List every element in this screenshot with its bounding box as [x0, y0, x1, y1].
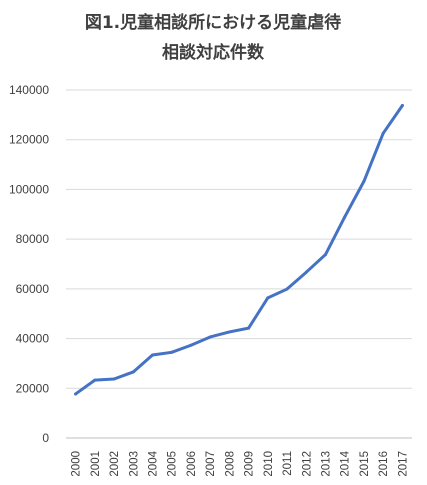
data-point — [324, 253, 327, 257]
x-tick-label: 2012 — [301, 451, 313, 477]
data-point — [170, 350, 174, 354]
x-tick-label: 2006 — [186, 451, 198, 477]
data-point — [247, 326, 251, 330]
data-point — [381, 131, 385, 135]
x-tick-label: 2000 — [71, 451, 83, 477]
data-point — [266, 296, 270, 300]
y-tick-label: 80000 — [16, 232, 50, 246]
data-point — [131, 370, 135, 374]
data-point — [227, 330, 231, 334]
x-tick-label: 2003 — [128, 451, 140, 477]
y-axis-ticks: 0 20000 40000 60000 80000 100000 120000 140000 — [9, 83, 49, 445]
data-point — [343, 215, 347, 219]
x-tick-label: 2016 — [378, 451, 390, 477]
data-point — [304, 270, 308, 274]
x-tick-label: 2001 — [90, 451, 102, 477]
y-tick-label: 100000 — [9, 182, 49, 196]
data-point — [112, 377, 116, 381]
gridlines — [66, 89, 412, 439]
x-tick-label: 2009 — [244, 451, 256, 477]
data-point — [208, 335, 212, 339]
data-point — [189, 343, 193, 347]
x-tick-label: 2004 — [148, 450, 160, 476]
x-tick-label: 2014 — [340, 450, 352, 476]
x-tick-label: 2013 — [321, 451, 333, 477]
y-tick-label: 0 — [42, 431, 49, 445]
x-tick-label: 2011 — [282, 451, 294, 476]
y-tick-label: 20000 — [16, 381, 50, 395]
data-point — [285, 287, 289, 291]
x-tick-label: 2010 — [263, 451, 275, 477]
x-tick-label: 2015 — [359, 451, 371, 477]
data-point — [74, 392, 78, 396]
data-point — [400, 103, 404, 107]
chart-title: 図1.児童相談所における児童虐待 — [85, 12, 341, 33]
y-tick-label: 60000 — [16, 282, 50, 296]
series-line — [74, 103, 404, 396]
chart-subtitle: 相談対応件数 — [162, 42, 265, 63]
y-tick-label: 140000 — [9, 83, 49, 97]
x-axis-ticks: 2000 2001 2002 2003 2004 2005 2006 2007 2008 2009… — [71, 450, 410, 476]
x-tick-label: 2007 — [205, 451, 217, 477]
x-tick-label: 2008 — [224, 451, 236, 477]
data-point — [362, 179, 366, 183]
y-tick-label: 40000 — [16, 332, 50, 346]
y-tick-label: 120000 — [9, 133, 49, 147]
x-tick-label: 2017 — [397, 451, 409, 477]
x-tick-label: 2002 — [109, 451, 121, 477]
x-tick-label: 2005 — [167, 451, 179, 477]
series-layer — [74, 103, 404, 396]
data-point — [93, 378, 97, 382]
data-point — [151, 353, 154, 357]
